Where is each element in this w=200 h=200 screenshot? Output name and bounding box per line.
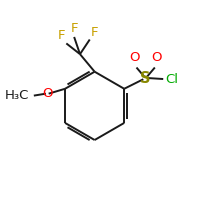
Text: F: F <box>91 26 98 39</box>
Text: F: F <box>57 29 65 42</box>
Text: F: F <box>70 22 78 35</box>
Text: Cl: Cl <box>165 73 178 86</box>
Text: O: O <box>130 51 140 64</box>
Text: S: S <box>140 71 151 86</box>
Text: O: O <box>42 87 53 100</box>
Text: H₃C: H₃C <box>5 89 29 102</box>
Text: O: O <box>151 51 162 64</box>
